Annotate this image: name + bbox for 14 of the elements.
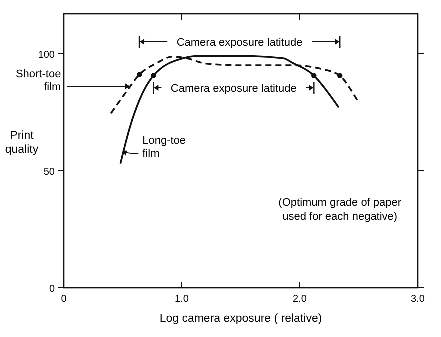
x-tick-label: 3.0 <box>411 294 426 305</box>
y-tick-label: 0 <box>49 284 56 295</box>
annotation: (Optimum grade of paper used for each negative) <box>278 196 402 223</box>
y-tick-label: 50 <box>44 166 56 178</box>
x-tick-label: 0 <box>61 294 68 305</box>
annotation: Camera exposure latitude <box>176 37 303 49</box>
x-tick-label: 2.0 <box>293 294 308 305</box>
legend-label: Long-toe film <box>142 134 186 160</box>
x-tick-label: 1.0 <box>175 294 190 305</box>
text: Short-toe film <box>16 68 62 94</box>
y-axis-title: Print quality <box>5 130 39 156</box>
x-axis-title: Log camera exposure ( relative) <box>160 313 322 325</box>
y-tick-label: 100 <box>38 50 56 61</box>
annotation: Camera exposure latitude <box>170 83 297 95</box>
